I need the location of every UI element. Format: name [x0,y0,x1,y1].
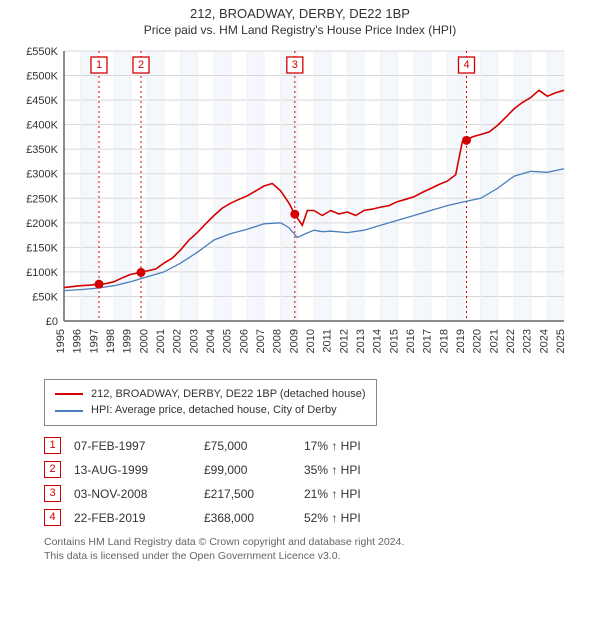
svg-text:2014: 2014 [372,329,384,353]
svg-text:2000: 2000 [138,329,150,353]
svg-text:2004: 2004 [205,329,217,353]
sale-delta: 52% ↑ HPI [304,511,404,525]
sale-delta: 35% ↑ HPI [304,463,404,477]
table-marker: 3 [44,485,61,502]
footer-attribution: Contains HM Land Registry data © Crown c… [44,536,600,563]
svg-text:£250K: £250K [26,193,58,205]
sale-delta: 17% ↑ HPI [304,439,404,453]
svg-text:2022: 2022 [505,329,517,353]
sale-date: 13-AUG-1999 [74,463,204,477]
footer-line-2: This data is licensed under the Open Gov… [44,550,600,564]
svg-text:£400K: £400K [26,120,58,132]
legend: 212, BROADWAY, DERBY, DE22 1BP (detached… [44,379,377,426]
svg-text:1995: 1995 [55,329,67,353]
table-row: 1 07-FEB-1997£75,00017% ↑ HPI [44,434,600,458]
sale-delta: 21% ↑ HPI [304,487,404,501]
svg-text:£150K: £150K [26,242,58,254]
svg-text:2020: 2020 [472,329,484,353]
svg-text:2016: 2016 [405,329,417,353]
svg-text:2: 2 [138,59,144,71]
svg-text:1997: 1997 [88,329,100,353]
svg-text:2011: 2011 [322,329,334,353]
legend-swatch [55,393,83,395]
sale-price: £368,000 [204,511,304,525]
svg-text:2008: 2008 [272,329,284,353]
chart-container: £0 £50K £100K £150K £200K £250K £300K £350K £400… [20,41,580,371]
svg-text:2007: 2007 [255,329,267,353]
svg-text:£450K: £450K [26,95,58,107]
svg-text:£200K: £200K [26,218,58,230]
sale-date: 07-FEB-1997 [74,439,204,453]
svg-text:£550K: £550K [26,46,58,58]
table-marker: 1 [44,437,61,454]
svg-text:1: 1 [96,59,102,71]
svg-text:2024: 2024 [538,329,550,353]
svg-text:2012: 2012 [338,329,350,353]
svg-text:2023: 2023 [522,329,534,353]
svg-text:2005: 2005 [222,329,234,353]
table-row: 3 03-NOV-2008£217,50021% ↑ HPI [44,482,600,506]
svg-text:2021: 2021 [488,329,500,353]
svg-text:2019: 2019 [455,329,467,353]
svg-text:1998: 1998 [105,329,117,353]
svg-text:2018: 2018 [438,329,450,353]
footer-line-1: Contains HM Land Registry data © Crown c… [44,536,600,550]
table-row: 2 13-AUG-1999£99,00035% ↑ HPI [44,458,600,482]
legend-row: 212, BROADWAY, DERBY, DE22 1BP (detached… [55,386,366,403]
svg-text:£300K: £300K [26,169,58,181]
svg-text:2006: 2006 [238,329,250,353]
page-subtitle: Price paid vs. HM Land Registry's House … [0,23,600,41]
legend-label: 212, BROADWAY, DERBY, DE22 1BP (detached… [91,386,366,403]
sale-price: £217,500 [204,487,304,501]
svg-text:£500K: £500K [26,70,58,82]
svg-text:2009: 2009 [288,329,300,353]
svg-text:2013: 2013 [355,329,367,353]
table-row: 4 22-FEB-2019£368,00052% ↑ HPI [44,506,600,530]
svg-text:4: 4 [463,59,469,71]
sale-price: £99,000 [204,463,304,477]
sale-date: 03-NOV-2008 [74,487,204,501]
table-marker: 2 [44,461,61,478]
legend-swatch [55,410,83,412]
sale-date: 22-FEB-2019 [74,511,204,525]
svg-text:1996: 1996 [72,329,84,353]
svg-text:2025: 2025 [555,329,567,353]
svg-text:2003: 2003 [188,329,200,353]
svg-text:2010: 2010 [305,329,317,353]
svg-text:3: 3 [292,59,298,71]
svg-text:2017: 2017 [422,329,434,353]
svg-text:2015: 2015 [388,329,400,353]
svg-text:£100K: £100K [26,267,58,279]
price-chart: £0 £50K £100K £150K £200K £250K £300K £350K £400… [20,41,580,371]
svg-text:£350K: £350K [26,144,58,156]
legend-label: HPI: Average price, detached house, City… [91,402,337,419]
svg-text:£50K: £50K [32,291,58,303]
page-title: 212, BROADWAY, DERBY, DE22 1BP [0,0,600,23]
legend-row: HPI: Average price, detached house, City… [55,402,366,419]
svg-text:2001: 2001 [155,329,167,353]
sales-table: 1 07-FEB-1997£75,00017% ↑ HPI 2 13-AUG-1999… [44,434,600,530]
svg-text:£0: £0 [46,316,58,328]
svg-text:1999: 1999 [122,329,134,353]
table-marker: 4 [44,509,61,526]
sale-price: £75,000 [204,439,304,453]
svg-text:2002: 2002 [172,329,184,353]
